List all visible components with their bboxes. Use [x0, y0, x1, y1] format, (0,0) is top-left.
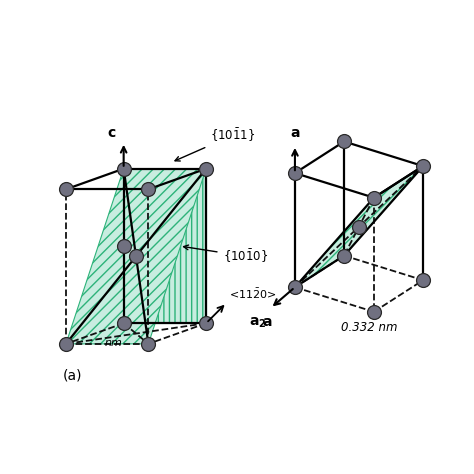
Text: 0.332 nm: 0.332 nm — [341, 320, 398, 334]
Polygon shape — [124, 169, 206, 323]
Text: c: c — [107, 126, 115, 140]
Text: a: a — [290, 126, 300, 140]
Polygon shape — [295, 166, 423, 287]
Text: nm: nm — [104, 337, 122, 347]
Text: a: a — [262, 315, 272, 329]
Text: <11$\bar{2}$0>: <11$\bar{2}$0> — [229, 286, 276, 301]
Text: {10$\bar{1}$1}: {10$\bar{1}$1} — [175, 127, 255, 161]
Text: (a): (a) — [63, 369, 82, 383]
Text: $\mathbf{a_2}$: $\mathbf{a_2}$ — [249, 316, 267, 330]
Text: {10$\bar{1}$0}: {10$\bar{1}$0} — [183, 245, 268, 265]
Polygon shape — [66, 169, 206, 344]
